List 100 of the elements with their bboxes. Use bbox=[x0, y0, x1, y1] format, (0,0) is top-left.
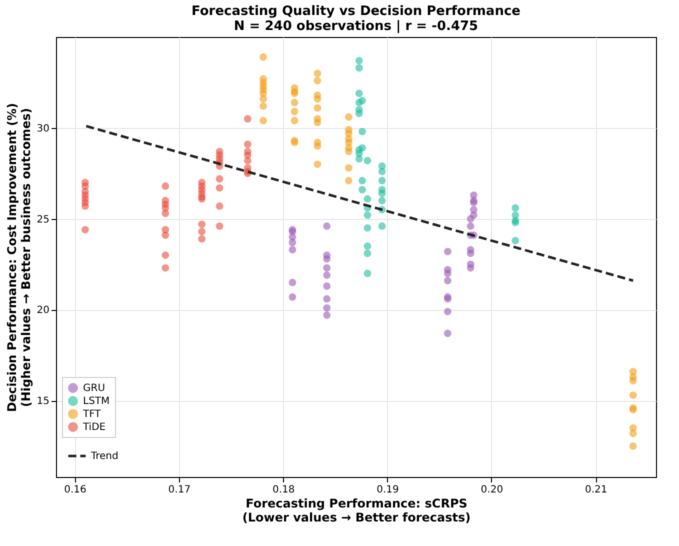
y-axis-title: Decision Performance: Cost Improvement (%) (Higher values → Better business outcomes) bbox=[4, 102, 33, 412]
point bbox=[512, 236, 520, 244]
point bbox=[244, 156, 252, 164]
point bbox=[81, 202, 89, 210]
point bbox=[162, 264, 170, 272]
point bbox=[288, 293, 296, 301]
y-tick-label: 15 bbox=[36, 396, 50, 408]
point bbox=[378, 190, 386, 198]
point bbox=[323, 255, 331, 263]
x-tick-label: 0.17 bbox=[168, 484, 191, 496]
point bbox=[260, 116, 267, 124]
point bbox=[466, 250, 474, 258]
point bbox=[364, 156, 372, 164]
point bbox=[323, 311, 331, 319]
point bbox=[629, 442, 637, 450]
point bbox=[378, 176, 386, 184]
point bbox=[216, 175, 224, 183]
point bbox=[260, 53, 267, 61]
point bbox=[355, 90, 363, 98]
point bbox=[323, 282, 331, 290]
point bbox=[358, 128, 366, 136]
legend-label: Trend bbox=[90, 451, 118, 462]
x-tick-label: 0.21 bbox=[584, 484, 608, 496]
point bbox=[444, 276, 452, 284]
point bbox=[314, 142, 322, 150]
point bbox=[358, 144, 366, 152]
x-tick-label: 0.19 bbox=[376, 484, 399, 496]
point bbox=[444, 270, 452, 278]
point bbox=[290, 116, 298, 124]
point bbox=[216, 222, 224, 230]
point bbox=[288, 238, 296, 246]
y-tick-label: 25 bbox=[36, 214, 50, 226]
point bbox=[345, 148, 352, 156]
legend-label: TiDE bbox=[82, 422, 106, 433]
point bbox=[314, 70, 322, 78]
point bbox=[364, 211, 372, 219]
point bbox=[470, 211, 478, 219]
legend-label: GRU bbox=[83, 383, 106, 394]
point bbox=[355, 64, 363, 72]
point bbox=[288, 246, 296, 254]
point bbox=[314, 76, 322, 84]
point bbox=[314, 95, 322, 103]
point bbox=[162, 251, 170, 259]
chart-title: Forecasting Quality vs Decision Performance N = 240 observations | r = -0.475 bbox=[192, 4, 521, 34]
point bbox=[314, 104, 322, 112]
point bbox=[629, 391, 637, 399]
point bbox=[355, 56, 363, 64]
x-tick-label: 0.18 bbox=[272, 484, 295, 496]
point bbox=[323, 264, 331, 272]
point bbox=[358, 186, 366, 194]
point bbox=[216, 202, 224, 210]
point bbox=[444, 308, 452, 316]
point bbox=[244, 115, 252, 123]
point bbox=[345, 113, 352, 121]
point bbox=[378, 222, 386, 230]
point bbox=[323, 271, 331, 279]
x-tick-label: 0.16 bbox=[64, 484, 86, 496]
point bbox=[345, 164, 352, 172]
point bbox=[162, 231, 170, 239]
point bbox=[378, 196, 386, 204]
point bbox=[162, 210, 170, 218]
point bbox=[162, 182, 170, 190]
y-tick-label: 30 bbox=[36, 123, 50, 134]
point bbox=[260, 95, 267, 103]
point bbox=[358, 176, 366, 184]
point bbox=[323, 304, 331, 312]
point bbox=[198, 235, 206, 243]
point bbox=[358, 96, 366, 104]
point bbox=[198, 220, 206, 228]
point bbox=[378, 168, 386, 176]
point bbox=[323, 222, 331, 230]
point bbox=[216, 184, 224, 192]
point bbox=[81, 226, 89, 234]
legend-label: TFT bbox=[82, 409, 102, 420]
point bbox=[323, 295, 331, 303]
point bbox=[466, 222, 474, 230]
point bbox=[290, 98, 298, 106]
point bbox=[466, 264, 474, 272]
point bbox=[444, 248, 452, 256]
point bbox=[260, 102, 267, 110]
point bbox=[314, 160, 322, 168]
point bbox=[512, 204, 520, 212]
point bbox=[355, 155, 363, 163]
point bbox=[364, 224, 372, 232]
point bbox=[314, 118, 322, 126]
point bbox=[355, 110, 363, 118]
x-axis-title: Forecasting Performance: sCRPS (Lower values → Better forecasts) bbox=[242, 496, 471, 524]
point bbox=[244, 140, 252, 148]
point bbox=[364, 270, 372, 278]
y-tick-label: 20 bbox=[36, 305, 50, 316]
point bbox=[364, 195, 372, 203]
point bbox=[198, 228, 206, 236]
point bbox=[345, 176, 352, 184]
point bbox=[444, 330, 452, 338]
x-tick-label: 0.20 bbox=[480, 484, 504, 496]
point bbox=[364, 250, 372, 258]
legend-label: LSTM bbox=[83, 396, 110, 407]
point bbox=[288, 278, 296, 286]
point bbox=[364, 242, 372, 250]
point bbox=[629, 376, 637, 384]
